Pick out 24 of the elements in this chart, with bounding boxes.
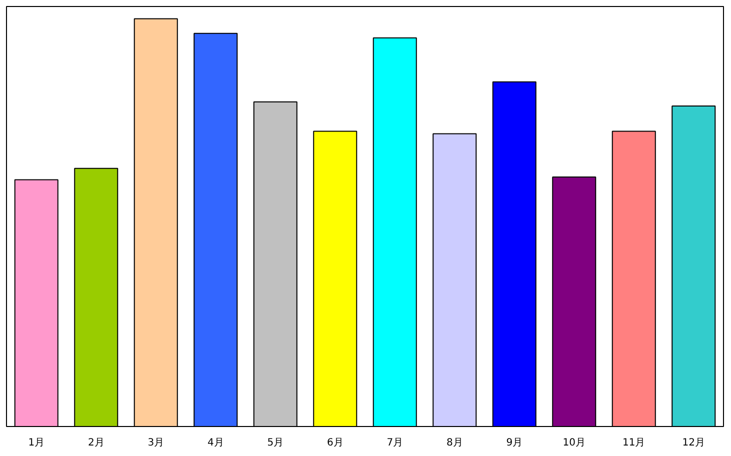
x-tick-label: 6月 xyxy=(326,438,344,448)
bar xyxy=(74,168,118,426)
bar xyxy=(134,18,178,426)
bar xyxy=(432,133,477,426)
bar xyxy=(372,37,417,426)
x-tick-label: 10月 xyxy=(562,438,586,448)
bar xyxy=(552,176,596,426)
x-tick-label: 5月 xyxy=(267,438,284,448)
bar xyxy=(492,81,536,426)
x-tick-label: 9月 xyxy=(506,438,523,448)
x-tick-label: 8月 xyxy=(446,438,463,448)
bar xyxy=(253,101,298,426)
bar xyxy=(313,130,358,426)
x-tick-label: 12月 xyxy=(682,438,705,448)
x-tick-label: 3月 xyxy=(148,438,164,448)
bar xyxy=(194,32,238,426)
bar xyxy=(14,179,58,426)
x-tick-label: 2月 xyxy=(88,438,104,448)
x-tick-label: 7月 xyxy=(386,438,404,448)
bar xyxy=(612,130,656,426)
x-tick-label: 4月 xyxy=(207,438,224,448)
x-tick-label: 11月 xyxy=(622,438,646,448)
x-tick-label: 1月 xyxy=(28,438,45,448)
bar xyxy=(672,105,716,426)
